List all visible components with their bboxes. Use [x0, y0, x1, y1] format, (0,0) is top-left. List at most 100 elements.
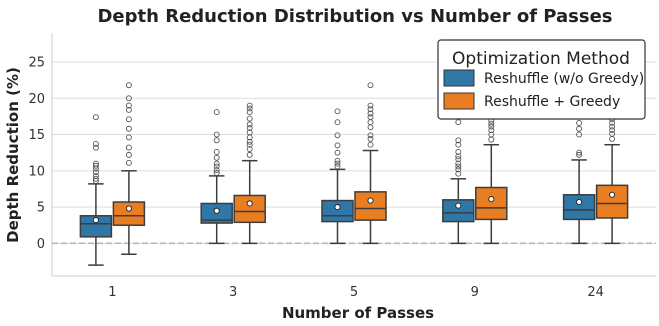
iqr-box: [475, 186, 508, 221]
y-tick-label: 25: [28, 56, 45, 71]
outlier-point: [455, 137, 462, 144]
outlier-point: [213, 167, 220, 174]
outlier-point: [125, 159, 132, 166]
outlier-point: [246, 141, 253, 148]
outlier-point: [334, 157, 341, 164]
outlier-point: [609, 130, 616, 137]
box-reshuffle-24: [562, 111, 596, 245]
outlier-point: [609, 123, 616, 130]
outlier-point: [367, 132, 374, 139]
outlier-point: [246, 125, 253, 131]
mean-marker: [609, 191, 616, 198]
iqr-box: [233, 194, 266, 224]
outlier-point: [92, 144, 99, 151]
legend-swatch-reshuffle: [443, 69, 475, 87]
outlier-point: [455, 119, 462, 126]
outlier-point: [334, 108, 341, 115]
outlier-point: [125, 102, 132, 109]
chart-title: Depth Reduction Distribution vs Number o…: [97, 6, 612, 27]
outlier-point: [367, 141, 374, 148]
iqr-box: [595, 184, 629, 219]
outlier-point: [246, 105, 253, 112]
outlier-point: [213, 149, 220, 155]
outlier-point: [334, 119, 341, 126]
mean-marker: [213, 207, 220, 214]
outlier-point: [367, 124, 374, 131]
x-tick-label: 5: [350, 285, 358, 300]
outlier-point: [367, 82, 374, 89]
iqr-box: [321, 199, 354, 223]
outlier-point: [609, 119, 616, 126]
outlier-point: [334, 149, 341, 156]
outlier-point: [576, 119, 583, 126]
mean-marker: [576, 198, 583, 206]
outlier-point: [246, 146, 253, 153]
outlier-point: [488, 131, 495, 138]
outlier-point: [125, 106, 132, 113]
outlier-point: [367, 110, 374, 117]
legend-title: Optimization Method: [452, 49, 630, 69]
outlier-point: [455, 163, 462, 170]
outlier-point: [246, 138, 253, 145]
y-tick-label: 20: [28, 92, 45, 107]
outlier-point: [334, 132, 341, 139]
y-tick-label: 10: [28, 164, 45, 179]
legend-label-reshuffle-greedy: Reshuffle + Greedy: [484, 94, 620, 110]
plot-area: 0 5 10 15 20 25 1 3 5 9 24: [28, 33, 656, 300]
legend-swatch-reshuffle-greedy: [443, 92, 475, 110]
outlier-point: [213, 131, 220, 138]
legend-frame: [437, 39, 646, 120]
outlier-point: [246, 121, 253, 128]
outlier-point: [246, 151, 253, 158]
y-tick-label: 5: [37, 201, 45, 216]
iqr-box: [354, 191, 387, 221]
outlier-point: [125, 144, 132, 151]
y-tick-label: 0: [37, 237, 45, 252]
iqr-box: [442, 199, 475, 223]
outlier-point: [576, 151, 583, 158]
outlier-point: [334, 163, 341, 170]
outlier-point: [125, 116, 132, 123]
box-reshuffle-5: [321, 108, 354, 245]
outlier-point: [92, 141, 99, 147]
outlier-point: [334, 160, 341, 167]
mean-marker: [488, 196, 495, 203]
legend-label-reshuffle: Reshuffle (w/o Greedy): [484, 71, 644, 87]
outlier-point: [213, 154, 220, 161]
box-reshuffle-9: [442, 119, 475, 245]
outlier-point: [125, 151, 132, 158]
outlier-point: [246, 102, 253, 109]
x-tick-label: 3: [229, 285, 237, 300]
outlier-point: [213, 170, 220, 176]
outlier-point: [125, 82, 132, 89]
outlier-point: [576, 149, 583, 156]
outlier-point: [246, 109, 253, 116]
outlier-point: [334, 142, 341, 149]
outlier-point: [455, 156, 462, 163]
outlier-point: [576, 125, 583, 132]
outlier-point: [488, 136, 495, 143]
outlier-point: [367, 102, 374, 109]
outlier-point: [455, 141, 462, 148]
outlier-point: [213, 137, 220, 144]
outlier-point: [609, 135, 616, 142]
legend: Optimization Method Reshuffle (w/o Greed…: [437, 39, 646, 120]
box-reshuffle-3: [200, 109, 233, 245]
outlier-point: [609, 127, 616, 134]
outlier-point: [213, 160, 220, 167]
mean-marker: [367, 197, 374, 204]
y-tick-label: 15: [28, 128, 45, 143]
outlier-point: [92, 172, 99, 179]
box-reshuffle-greedy-9: [475, 117, 508, 245]
mean-marker: [246, 200, 253, 207]
outlier-point: [488, 127, 495, 134]
x-tick-label: 1: [108, 285, 116, 300]
outlier-point: [455, 153, 462, 160]
x-tick-label: 24: [587, 285, 604, 300]
outlier-point: [125, 125, 132, 132]
mean-marker: [334, 204, 341, 211]
outlier-point: [455, 160, 462, 167]
outlier-point: [576, 131, 583, 138]
outlier-point: [367, 114, 374, 121]
outlier-point: [246, 129, 253, 136]
